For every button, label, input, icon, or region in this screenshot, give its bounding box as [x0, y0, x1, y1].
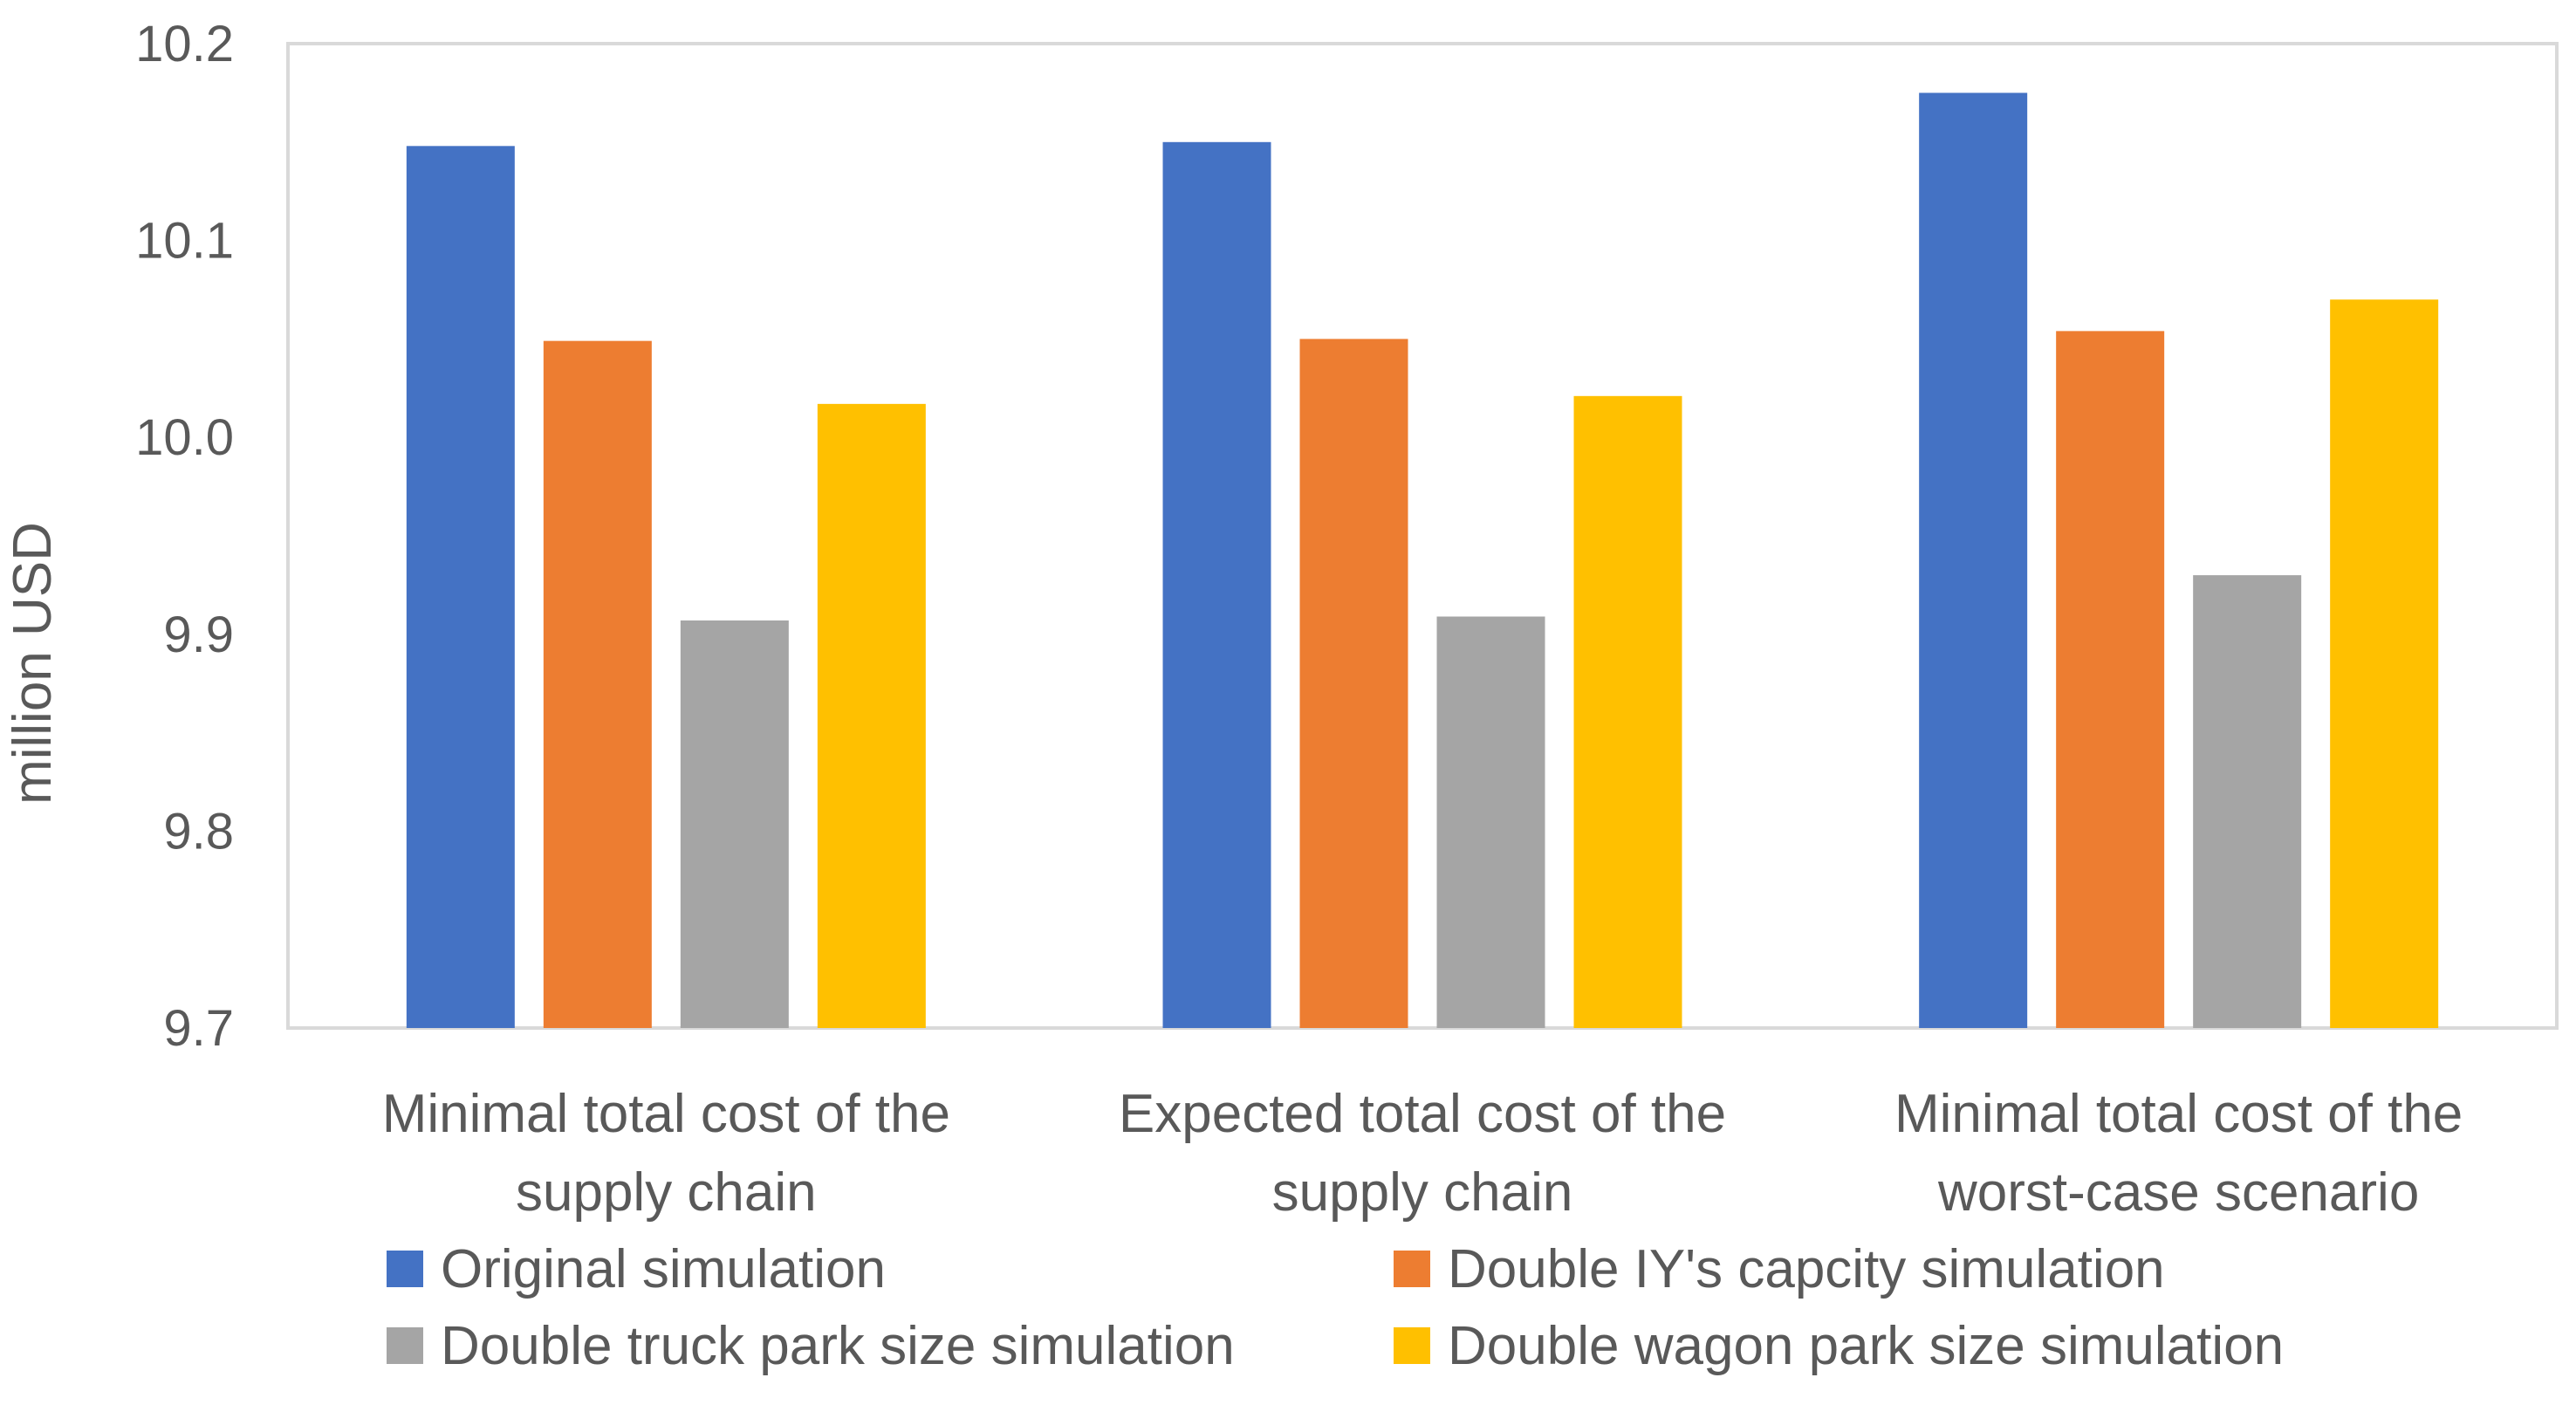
y-tick-label: 9.9	[163, 607, 234, 663]
y-tick-label: 10.1	[135, 213, 234, 270]
legend-swatch	[387, 1251, 423, 1287]
bar-double-iy-s-capcity-simulation-0	[543, 340, 652, 1028]
x-category-label: Expected total cost of the	[1119, 1084, 1726, 1144]
bar-double-truck-park-size-simulation-0	[680, 620, 789, 1028]
y-axis: 9.7 9.8 9.9 10.0 10.1 10.2	[135, 16, 234, 1057]
x-category-label: supply chain	[516, 1162, 817, 1223]
plot-area	[286, 42, 2559, 1030]
legend-swatch	[387, 1327, 423, 1364]
y-tick-label: 10.0	[135, 409, 234, 466]
bar-original-simulation-0	[406, 146, 515, 1028]
plot-area-border	[286, 42, 2559, 1030]
x-category-label: supply chain	[1272, 1162, 1573, 1223]
bar-double-truck-park-size-simulation-2	[2193, 575, 2302, 1028]
legend-swatch	[1394, 1251, 1430, 1287]
legend-label: Double wagon park size simulation	[1448, 1316, 2284, 1376]
legend-label: Original simulation	[441, 1239, 886, 1299]
legend: Original simulation Double IY's capcity s…	[387, 1239, 2284, 1376]
legend-swatch	[1394, 1327, 1430, 1364]
x-category-label: Minimal total cost of the	[382, 1084, 950, 1144]
bar-original-simulation-1	[1162, 141, 1271, 1029]
bar-double-wagon-park-size-simulation-2	[2330, 299, 2439, 1028]
y-tick-label: 9.7	[163, 1000, 234, 1057]
bar-original-simulation-2	[1919, 93, 2028, 1028]
bars	[406, 93, 2439, 1029]
bar-double-iy-s-capcity-simulation-1	[1299, 339, 1408, 1028]
bar-double-wagon-park-size-simulation-1	[1573, 395, 1682, 1029]
y-tick-label: 10.2	[135, 16, 234, 72]
y-axis-title: million USD	[3, 522, 63, 805]
y-tick-label: 9.8	[163, 803, 234, 860]
bar-double-wagon-park-size-simulation-0	[817, 403, 926, 1028]
x-category-label: Minimal total cost of the	[1894, 1084, 2463, 1144]
x-axis: Minimal total cost of the supply chain Exp…	[382, 1084, 2463, 1223]
x-category-label: worst-case scenario	[1937, 1162, 2419, 1223]
bar-double-truck-park-size-simulation-1	[1436, 616, 1545, 1028]
bar-double-iy-s-capcity-simulation-2	[2056, 331, 2165, 1029]
legend-label: Double truck park size simulation	[441, 1316, 1235, 1376]
legend-label: Double IY's capcity simulation	[1448, 1239, 2165, 1299]
